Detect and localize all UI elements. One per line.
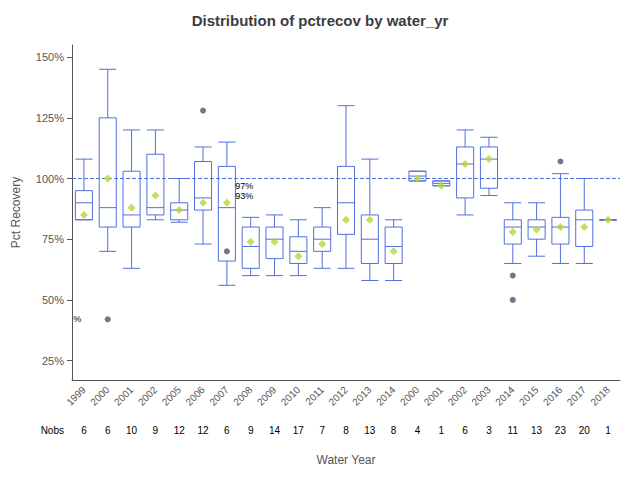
svg-text:Pct Recovery: Pct Recovery [9, 177, 23, 248]
svg-text:2008: 2008 [231, 384, 255, 408]
svg-text:20: 20 [579, 425, 591, 436]
svg-text:1999: 1999 [64, 384, 88, 408]
svg-text:13: 13 [531, 425, 543, 436]
svg-text:8: 8 [391, 425, 397, 436]
svg-text:2000: 2000 [398, 384, 422, 408]
svg-text:17: 17 [293, 425, 305, 436]
svg-text:97%: 97% [235, 181, 253, 191]
svg-text:2013: 2013 [350, 384, 374, 408]
svg-text:2017: 2017 [565, 384, 589, 408]
svg-text:14: 14 [269, 425, 281, 436]
svg-text:2001: 2001 [422, 384, 446, 408]
svg-text:23: 23 [555, 425, 567, 436]
svg-text:1: 1 [605, 425, 611, 436]
svg-text:10: 10 [126, 425, 138, 436]
svg-text:11: 11 [508, 425, 519, 436]
svg-text:6: 6 [105, 425, 111, 436]
svg-text:6: 6 [462, 425, 468, 436]
svg-text:2015: 2015 [517, 384, 541, 408]
svg-text:2002: 2002 [446, 384, 470, 408]
svg-text:93%: 93% [235, 191, 253, 201]
svg-text:2006: 2006 [183, 384, 207, 408]
svg-text:Nobs: Nobs [41, 425, 64, 436]
svg-text:2007: 2007 [207, 384, 231, 408]
svg-text:9: 9 [153, 425, 159, 436]
svg-text:25%: 25% [42, 355, 64, 367]
svg-text:3: 3 [486, 425, 492, 436]
svg-text:2014: 2014 [374, 384, 398, 408]
svg-text:2016: 2016 [541, 384, 565, 408]
svg-text:Distribution of pctrecov by wa: Distribution of pctrecov by water_yr [192, 12, 449, 29]
svg-text:Water Year: Water Year [317, 453, 376, 467]
svg-text:2002: 2002 [136, 384, 160, 408]
svg-text:2009: 2009 [255, 384, 279, 408]
svg-text:12: 12 [174, 425, 186, 436]
svg-text:2010: 2010 [279, 384, 303, 408]
svg-text:6: 6 [224, 425, 230, 436]
svg-text:75%: 75% [42, 233, 64, 245]
svg-text:100%: 100% [36, 173, 64, 185]
svg-text:2014: 2014 [493, 384, 517, 408]
svg-text:13: 13 [364, 425, 376, 436]
svg-text:4: 4 [415, 425, 421, 436]
svg-text:2001: 2001 [112, 384, 136, 408]
svg-text:125%: 125% [36, 112, 64, 124]
svg-text:1: 1 [439, 425, 445, 436]
svg-text:150%: 150% [36, 51, 64, 63]
svg-text:%: % [73, 314, 81, 324]
svg-text:12: 12 [197, 425, 209, 436]
svg-text:2005: 2005 [160, 384, 184, 408]
svg-text:50%: 50% [42, 294, 64, 306]
svg-text:2018: 2018 [588, 384, 612, 408]
svg-text:2003: 2003 [469, 384, 493, 408]
svg-text:2012: 2012 [326, 384, 350, 408]
svg-text:6: 6 [81, 425, 87, 436]
svg-text:2000: 2000 [88, 384, 112, 408]
svg-text:2011: 2011 [303, 384, 326, 407]
svg-text:8: 8 [343, 425, 349, 436]
svg-text:9: 9 [248, 425, 254, 436]
svg-text:7: 7 [319, 425, 325, 436]
